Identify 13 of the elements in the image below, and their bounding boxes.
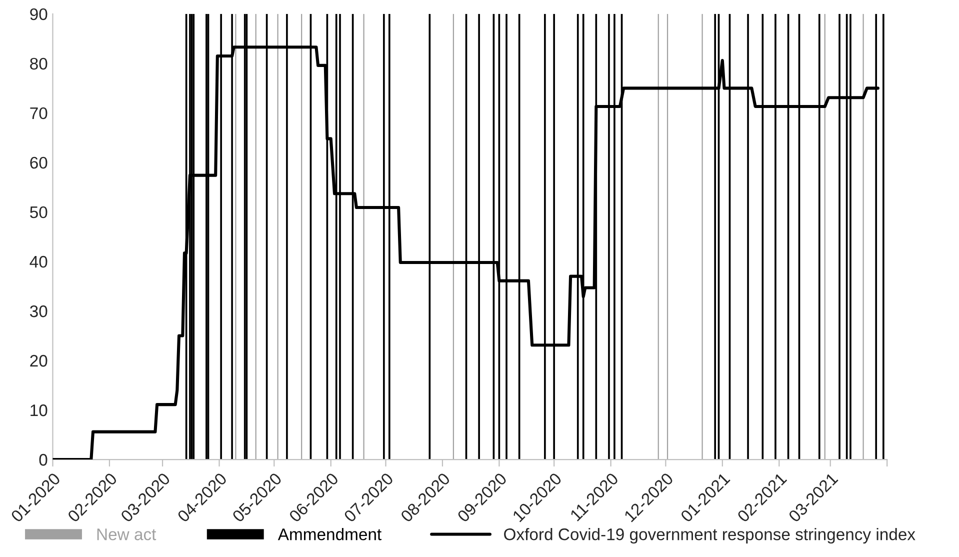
legend-label: Ammendment (278, 528, 382, 540)
y-tick-label: 30 (30, 305, 48, 318)
y-tick-label: 0 (39, 454, 48, 466)
legend-label: Oxford Covid-19 government response stringency index (504, 528, 916, 544)
y-tick-label: 90 (30, 8, 48, 20)
y-tick-label: 20 (30, 354, 48, 367)
y-tick-label: 60 (30, 156, 48, 169)
y-tick-label: 50 (30, 206, 48, 218)
y-tick-label: 40 (30, 256, 48, 268)
y-tick-label: 80 (30, 58, 48, 70)
y-tick-label: 10 (30, 404, 48, 416)
legend-label: New act (97, 528, 156, 540)
y-tick-label: 70 (30, 107, 48, 120)
